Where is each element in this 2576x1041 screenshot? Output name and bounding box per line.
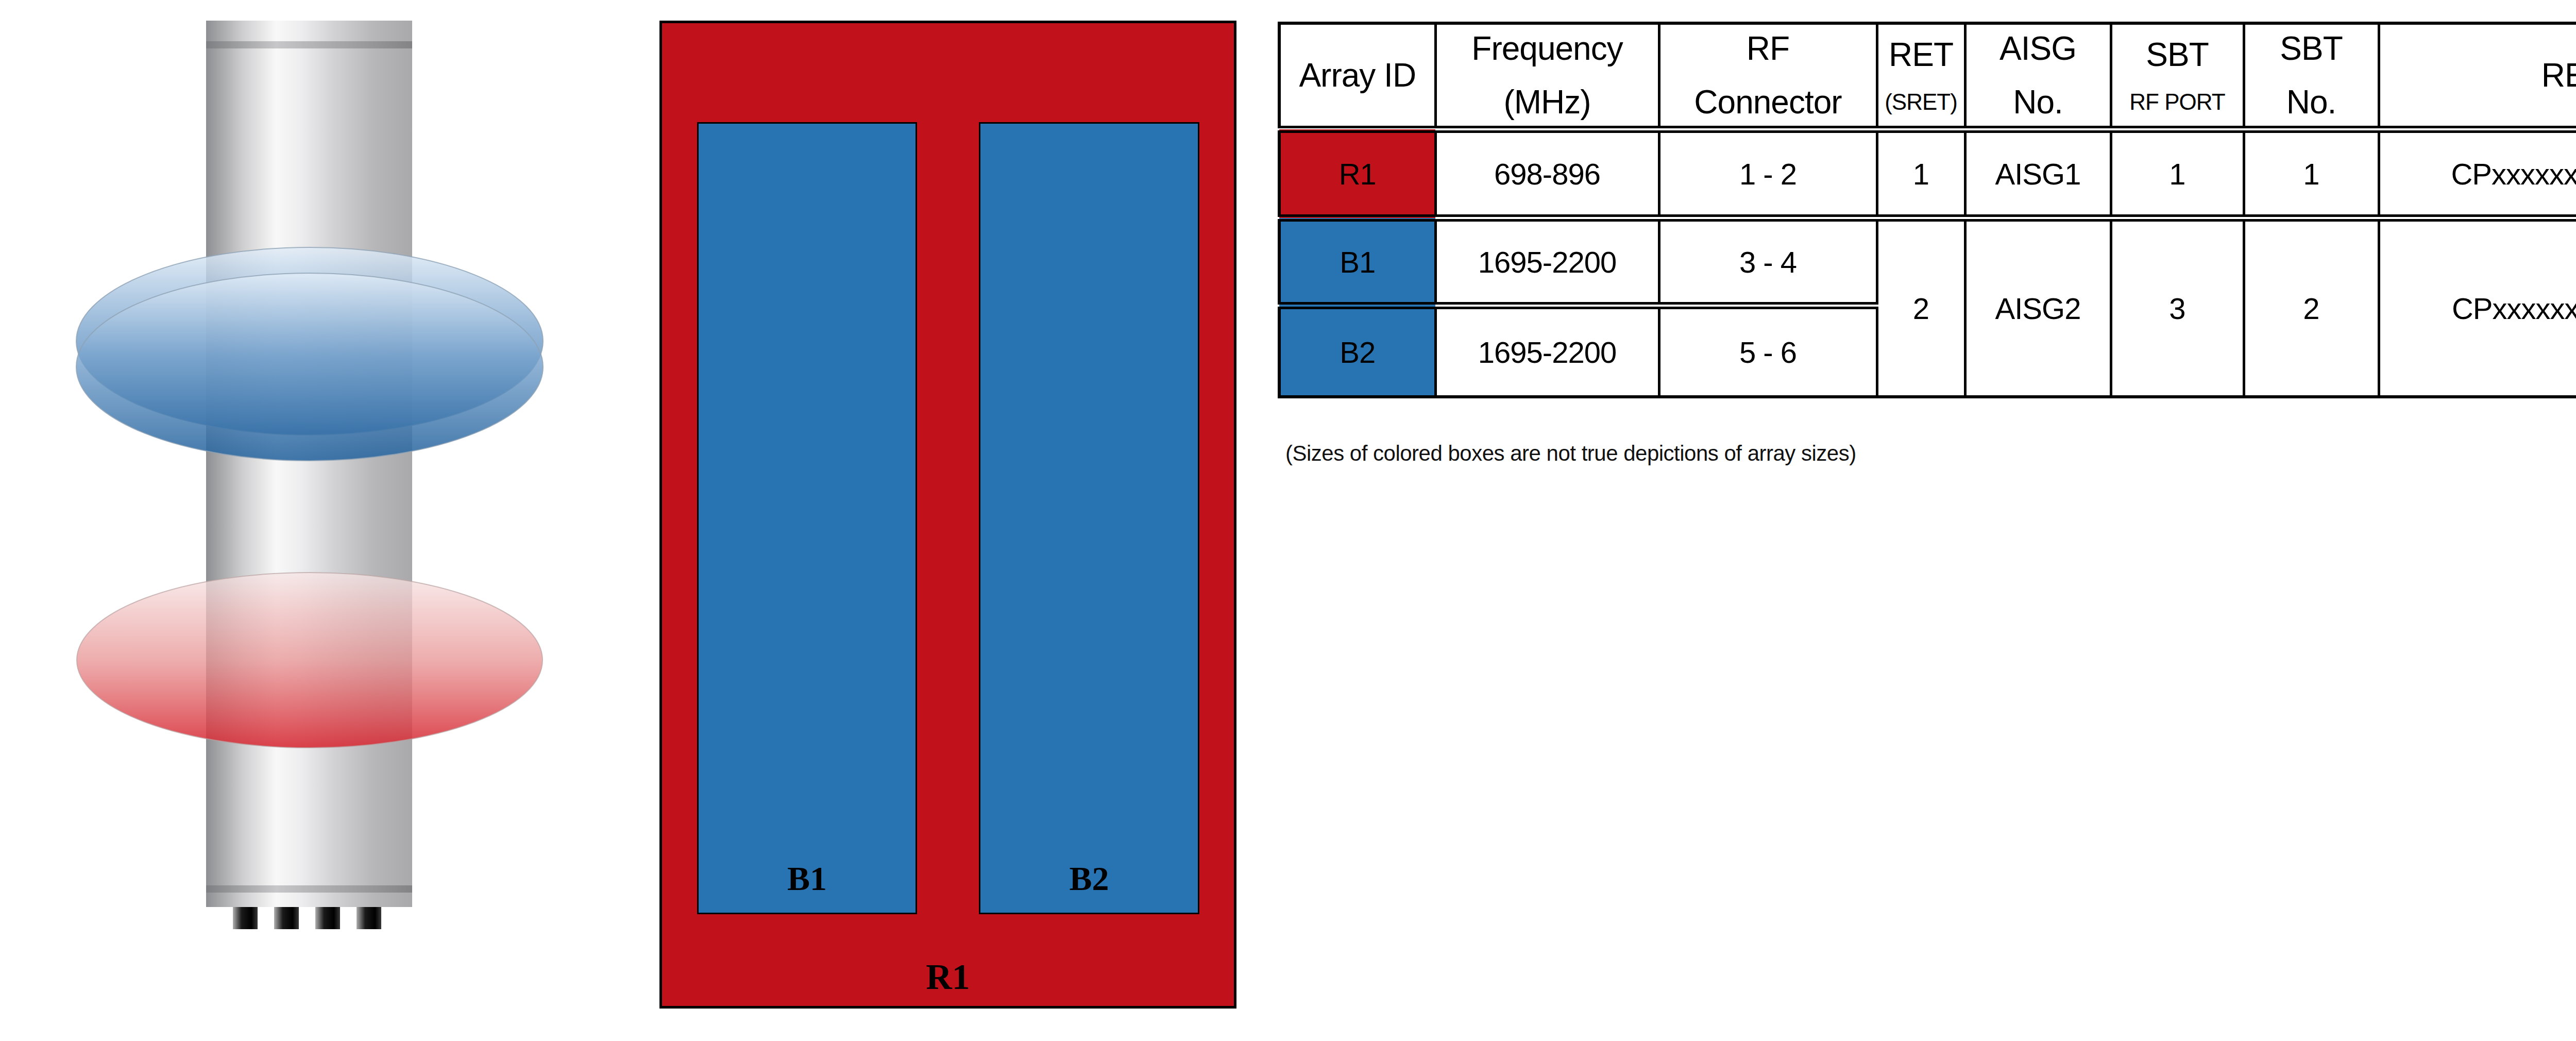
antenna-connector-stub [233,907,258,929]
cell-frequency-b1: 1695-2200 [1435,218,1659,306]
col-header-sbt-no: SBT No. [2244,23,2379,129]
antenna-connector-stub [274,907,299,929]
col-header-ret-uid: RET UID [2379,23,2576,129]
cell-sbt-port-b: 3 [2111,218,2244,397]
cell-sbt-no-r1: 1 [2244,129,2379,218]
array-diagram-b2-region: B2 [979,122,1199,914]
cell-ret-b: 2 [1877,218,1965,397]
antenna-bottom-seam [206,885,412,893]
cell-rf-connector-b2: 5 - 6 [1659,306,1877,397]
cell-aisg-r1: AISG1 [1965,129,2111,218]
array-diagram-r1-region: B1 B2 R1 [659,21,1236,1009]
table-header-row: Array ID Frequency (MHz) RF Connector RE… [1279,23,2576,129]
col-header-aisg-no: AISG No. [1965,23,2111,129]
array-config-table: Array ID Frequency (MHz) RF Connector RE… [1278,22,2576,398]
cell-array-id-b2: B2 [1279,306,1435,397]
cell-sbt-port-r1: 1 [2111,129,2244,218]
antenna-connector-stub [357,907,381,929]
cell-sbt-no-b: 2 [2244,218,2379,397]
col-header-sbt-rf-port: SBT RF PORT [2111,23,2244,129]
cell-array-id-b1: B1 [1279,218,1435,306]
cell-rf-connector-b1: 3 - 4 [1659,218,1877,306]
red-beam-disc [77,573,543,748]
antenna-graphic [0,0,623,1041]
antenna-illustration [0,0,623,1041]
diagram-caption: (Sizes of colored boxes are not true dep… [1285,441,1856,466]
array-r1-label: R1 [662,956,1234,998]
antenna-cylinder [206,21,412,907]
col-header-ret-sret: RET (SRET) [1877,23,1965,129]
array-diagram-b1-region: B1 [697,122,917,914]
col-header-frequency: Frequency (MHz) [1435,23,1659,129]
cell-ret-r1: 1 [1877,129,1965,218]
array-b2-label: B2 [980,859,1198,898]
cell-array-id-r1: R1 [1279,129,1435,218]
col-header-rf-connector: RF Connector [1659,23,1877,129]
cell-frequency-r1: 698-896 [1435,129,1659,218]
cell-rf-connector-r1: 1 - 2 [1659,129,1877,218]
antenna-top-seam [206,41,412,48]
cell-ret-uid-r1: CPxxxxxxxxxxxxxxxxR1 [2379,129,2576,218]
table-row: B1 1695-2200 3 - 4 2 AISG2 3 2 CPxxxxxxx… [1279,218,2576,306]
antenna-connector-stub [315,907,340,929]
array-b1-label: B1 [699,859,916,898]
cell-ret-uid-b: CPxxxxxxxxxxxxxxxxB1 [2379,218,2576,397]
col-header-array-id: Array ID [1279,23,1435,129]
table-row: R1 698-896 1 - 2 1 AISG1 1 1 CPxxxxxxxxx… [1279,129,2576,218]
cell-aisg-b: AISG2 [1965,218,2111,397]
cell-frequency-b2: 1695-2200 [1435,306,1659,397]
blue-beam-disc-lower [76,273,543,461]
